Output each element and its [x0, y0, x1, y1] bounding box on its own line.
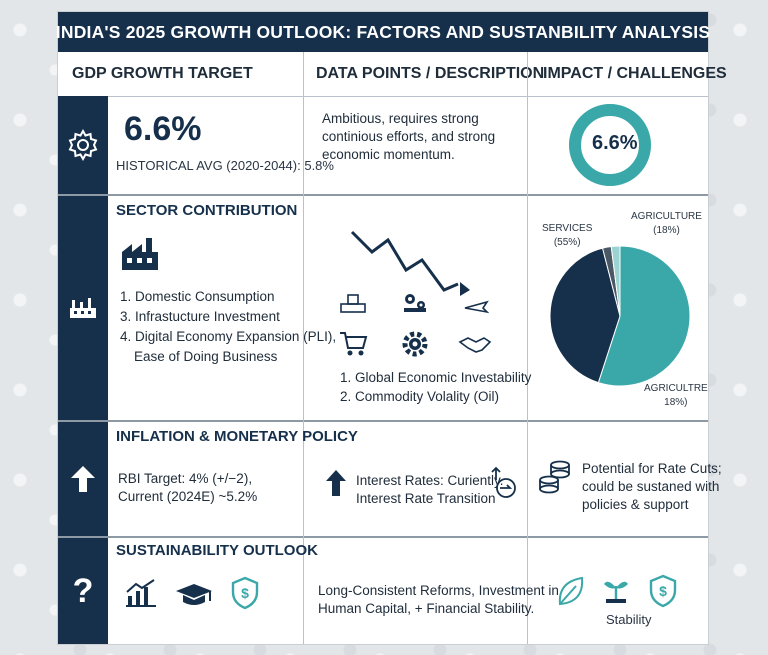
coins-stack-icon	[539, 460, 570, 494]
gdp-target-value: 6.6%	[124, 110, 202, 148]
handshake-icon	[458, 337, 492, 353]
bar-chart-growth-icon	[126, 579, 156, 607]
pie-label-name: AGRICULTURE	[631, 211, 702, 222]
sector-list: 1. Domestic Consumption 3. Infrastucture…	[120, 287, 336, 367]
donut-ring	[569, 104, 651, 186]
side-bar-sustainability: ?	[58, 538, 108, 644]
grid-divider	[58, 96, 708, 97]
text-line: Long-Consistent Reforms, Investment in	[318, 583, 559, 598]
factory-icon	[122, 238, 158, 270]
list-item: 1. Global Economic Investability	[340, 370, 532, 385]
list-item: Ease of Doing Business	[134, 349, 278, 364]
shield-dollar-icon: $	[649, 574, 677, 608]
question-mark-icon: ?	[72, 571, 94, 610]
interest-rates: Interest Rates: Curiently. Interest Rate…	[356, 472, 504, 508]
description-line: economic momentum.	[322, 147, 455, 162]
graduation-cap-icon	[176, 584, 212, 605]
gear-icon	[68, 128, 98, 162]
grid-divider	[58, 194, 708, 196]
historical-average: HISTORICAL AVG (2020-2044): 5.8%	[116, 158, 334, 173]
list-item: 4. Digital Economy Expansion (PLI),	[120, 329, 337, 344]
stability-label: Stability	[606, 612, 652, 627]
inflation-title: INFLATION & MONETARY POLICY	[116, 428, 358, 445]
text-line: Interest Rate Transition	[356, 491, 496, 506]
header-impact-challenges: IMPACT / CHALLENGES	[543, 65, 727, 82]
side-bar-sector	[58, 196, 108, 420]
donut-value: 6.6%	[592, 132, 638, 154]
pie-slice-0	[597, 245, 691, 387]
pie-label-name: SERVICES	[542, 223, 593, 234]
list-item: 3. Infrastucture Investment	[120, 309, 280, 324]
pie-slice-3	[610, 245, 621, 317]
grid-divider	[527, 52, 528, 644]
text-line: could be sustaned with	[582, 479, 720, 494]
side-bar-gdp	[58, 96, 108, 194]
text-line: Current (2024E) ~5.2%	[118, 489, 258, 504]
gdp-description: Ambitious, requires strong continious ef…	[322, 110, 495, 164]
pie-label-pct: (55%)	[553, 237, 581, 248]
shield-dollar-icon: $	[231, 576, 259, 610]
grid-divider	[303, 52, 304, 644]
pie-label-pct: 18%)	[664, 397, 688, 408]
svg-text:$: $	[241, 585, 249, 601]
leaf-icon	[558, 576, 584, 606]
factory-icon	[70, 298, 96, 318]
rate-cut-impact: Potential for Rate Cuts; could be sustan…	[582, 460, 722, 514]
pie-label-agriculture-bottom: AGRICULTRE 18%)	[644, 382, 708, 410]
settings-gear-icon	[402, 331, 428, 357]
grid-divider	[58, 420, 708, 422]
svg-text:$: $	[659, 583, 667, 599]
arrow-up-icon	[326, 470, 346, 496]
list-item: 2. Commodity Volality (Oil)	[340, 389, 500, 404]
list-item: 1. Domestic Consumption	[120, 289, 275, 304]
pie-label-agriculture-top: AGRICULTURE (18%)	[631, 210, 702, 238]
page-title: INDIA'S 2025 GROWTH OUTLOOK: FACTORS AND…	[56, 12, 710, 52]
grid-divider	[58, 536, 708, 538]
sector-contribution-title: SECTOR CONTRIBUTION	[116, 202, 298, 219]
shopping-cart-icon	[340, 332, 368, 356]
building-icon	[340, 294, 366, 313]
header-data-points: DATA POINTS / DESCRIPTION	[316, 65, 545, 82]
sector-pie-chart	[549, 245, 691, 387]
text-line: Interest Rates: Curiently.	[356, 473, 504, 488]
infographic-card: INDIA'S 2025 GROWTH OUTLOOK: FACTORS AND…	[56, 12, 727, 644]
plant-icon	[604, 581, 628, 603]
description-line: Ambitious, requires strong	[322, 111, 479, 126]
gears-icon	[404, 294, 426, 312]
pie-slices	[549, 245, 691, 387]
arrow-up-icon	[71, 466, 95, 492]
description-line: continious efforts, and strong	[322, 129, 496, 144]
text-line: Human Capital, + Financial Stability.	[318, 601, 535, 616]
rbi-target: RBI Target: 4% (+/−2), Current (2024E) ~…	[118, 470, 257, 506]
gdp-donut-chart	[569, 104, 651, 186]
text-line: RBI Target: 4% (+/−2),	[118, 471, 253, 486]
pie-label-name: AGRICULTRE	[644, 383, 708, 394]
trend-down-arrow-icon	[350, 230, 470, 296]
plane-icon	[464, 300, 489, 314]
rate-transition-icon	[491, 466, 516, 498]
pie-label-services: SERVICES (55%)	[542, 222, 592, 250]
pie-label-pct: (18%)	[653, 225, 680, 236]
pie-slice-1	[549, 247, 621, 384]
text-line: Potential for Rate Cuts;	[582, 461, 722, 476]
side-bar-inflation	[58, 422, 108, 536]
risk-list: 1. Global Economic Investability 2. Comm…	[340, 368, 531, 406]
sustainability-title: SUSTAINABILITY OUTLOOK	[116, 542, 318, 559]
header-gdp-growth-target: GDP GROWTH TARGET	[72, 65, 253, 82]
text-line: policies & support	[582, 497, 689, 512]
sustainability-description: Long-Consistent Reforms, Investment in H…	[318, 582, 559, 618]
